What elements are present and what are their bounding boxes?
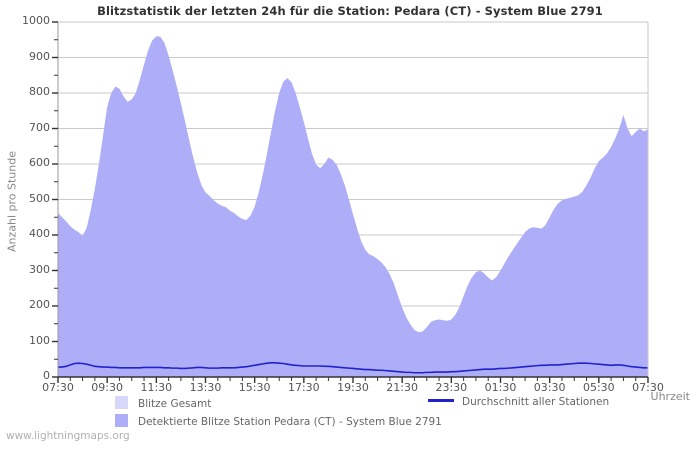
x-tick-12: 07:30 xyxy=(632,381,664,394)
y-tick-600: 600 xyxy=(29,156,50,169)
x-tick-6: 19:30 xyxy=(337,381,369,394)
x-tick-0: 07:30 xyxy=(42,381,74,394)
y-tick-200: 200 xyxy=(29,298,50,311)
x-tick-3: 13:30 xyxy=(189,381,222,394)
y-tick-0: 0 xyxy=(43,369,50,382)
x-tick-1: 09:30 xyxy=(91,381,123,394)
y-tick-300: 300 xyxy=(29,262,50,276)
legend-swatch-blitze-gesamt xyxy=(115,396,128,409)
x-tick-11: 05:30 xyxy=(582,381,615,394)
legend-label-durchschnitt: Durchschnitt aller Stationen xyxy=(462,396,610,408)
legend-line-durchschnitt xyxy=(428,399,454,402)
watermark: www.lightningmaps.org xyxy=(6,430,130,442)
y-tick-500: 500 xyxy=(29,191,50,205)
x-tick-9: 01:30 xyxy=(484,381,517,394)
x-tick-4: 15:30 xyxy=(238,381,271,394)
legend-item-blitze-gesamt: Blitze Gesamt xyxy=(115,396,211,410)
x-tick-8: 23:30 xyxy=(435,381,468,394)
y-tick-400: 400 xyxy=(29,227,50,240)
x-tick-7: 21:30 xyxy=(386,381,418,394)
legend-label-blitze-gesamt: Blitze Gesamt xyxy=(138,398,212,410)
x-axis-label: Uhrzeit xyxy=(650,390,690,403)
legend-item-detektierte-blitze: Detektierte Blitze Station Pedara (CT) -… xyxy=(115,414,442,428)
y-tick-700: 700 xyxy=(29,120,50,134)
y-tick-1000: 1000 xyxy=(22,14,50,27)
legend-swatch-detektierte-blitze xyxy=(115,414,128,427)
chart-title: Blitzstatistik der letzten 24h für die S… xyxy=(97,4,603,18)
y-tick-800: 800 xyxy=(29,85,50,98)
y-tick-900: 900 xyxy=(29,49,50,63)
x-tick-5: 17:30 xyxy=(287,381,320,394)
legend-label-detektierte-blitze: Detektierte Blitze Station Pedara (CT) -… xyxy=(138,416,442,428)
x-tick-10: 03:30 xyxy=(533,381,566,394)
legend-item-durchschnitt: Durchschnitt aller Stationen xyxy=(428,396,609,408)
x-tick-2: 11:30 xyxy=(140,381,173,394)
y-tick-100: 100 xyxy=(29,333,50,347)
